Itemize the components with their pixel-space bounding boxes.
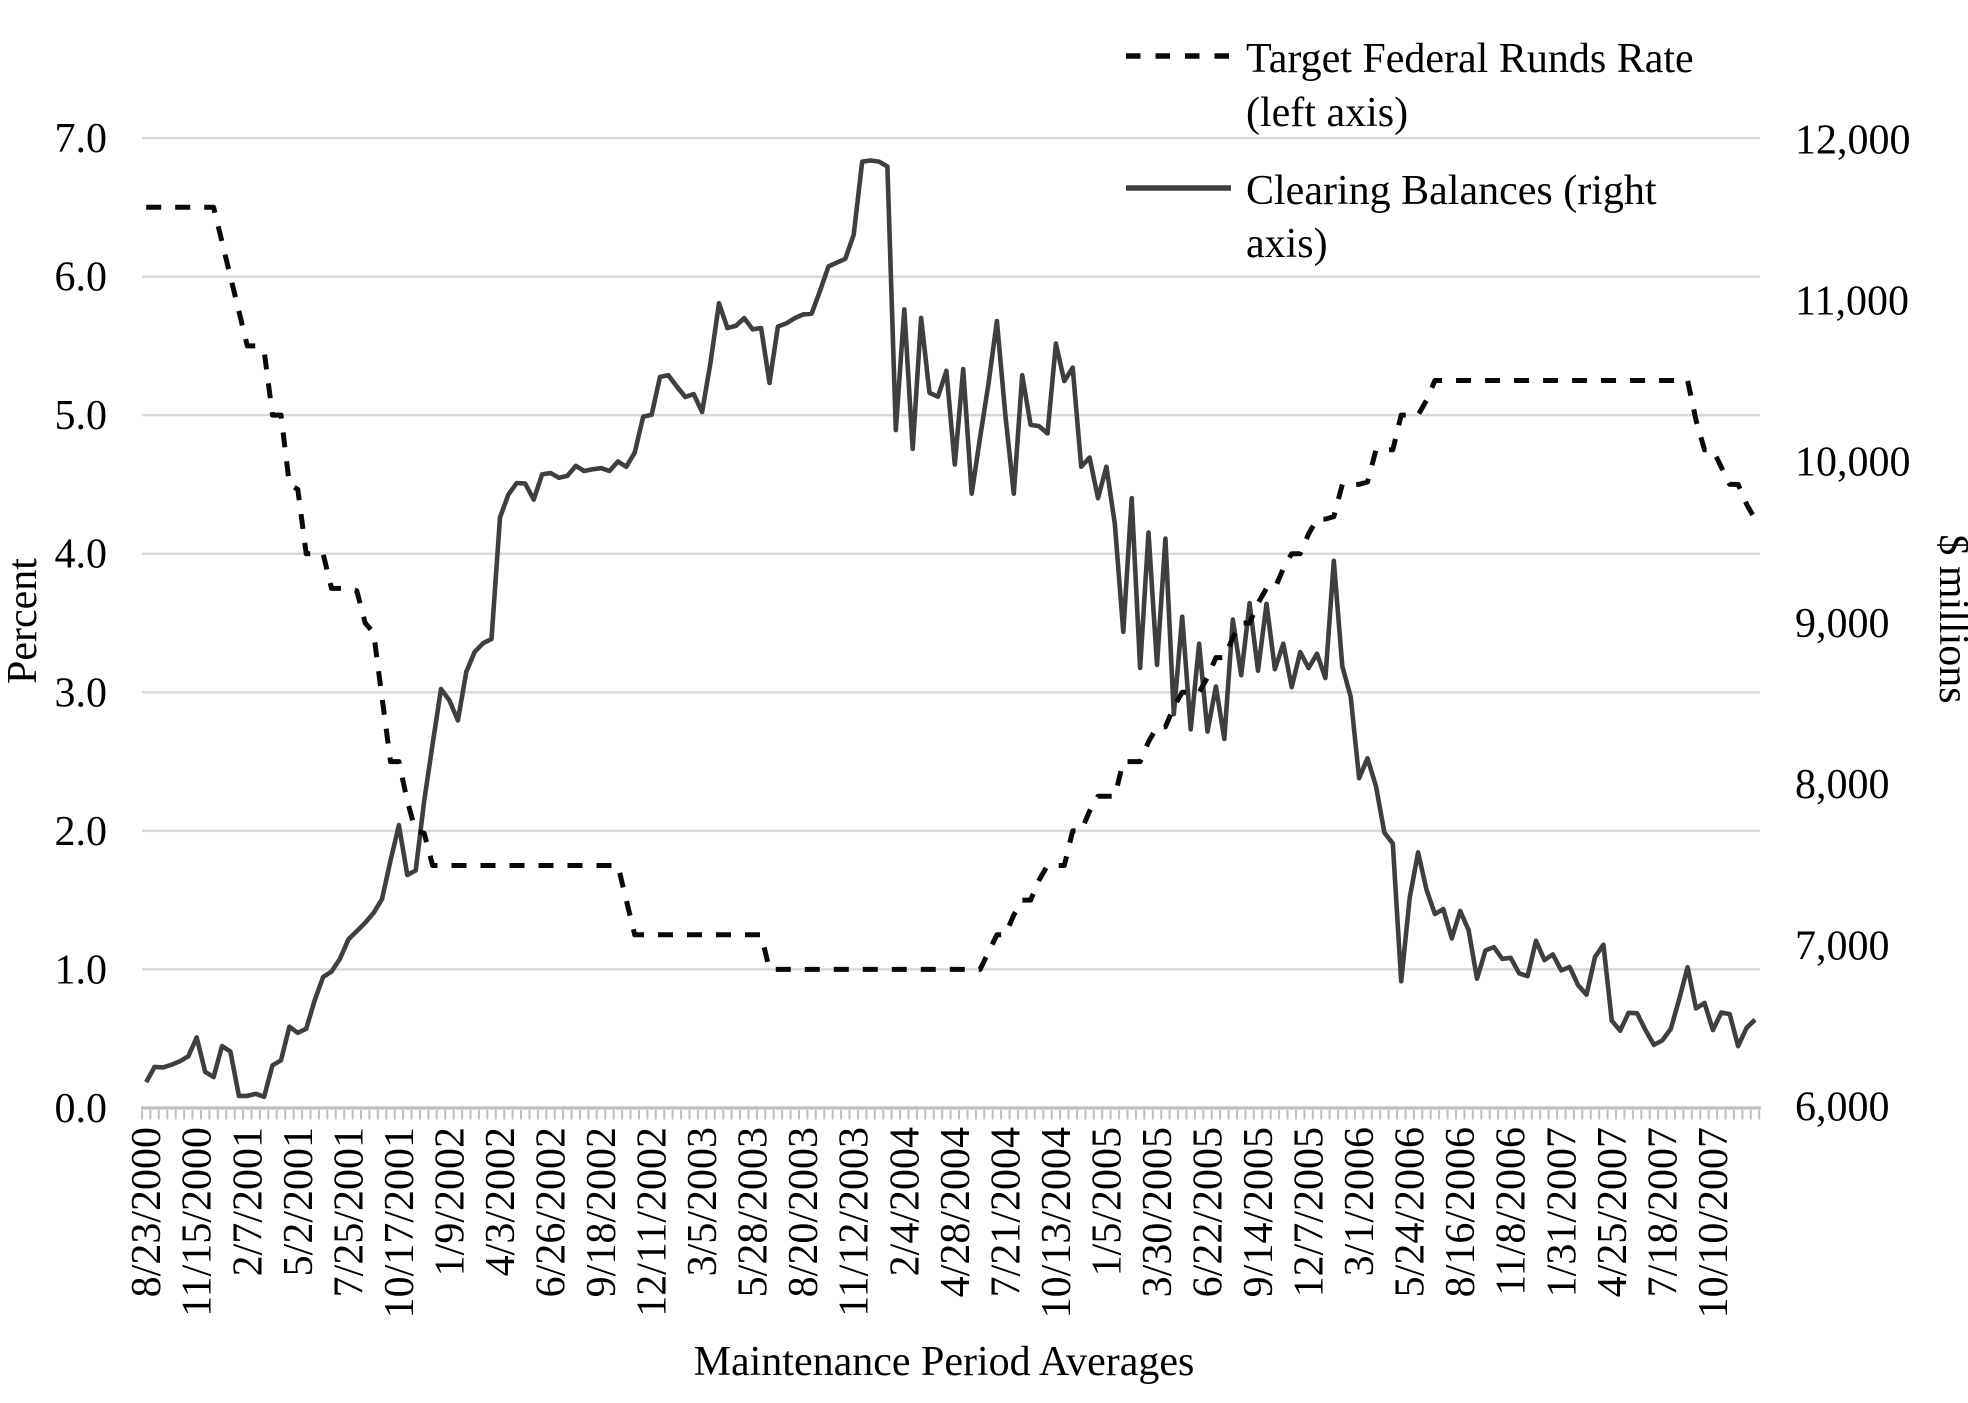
svg-text:1/5/2005: 1/5/2005 [1084, 1127, 1130, 1276]
svg-text:1/31/2007: 1/31/2007 [1539, 1127, 1585, 1297]
svg-text:7/21/2004: 7/21/2004 [983, 1127, 1029, 1297]
svg-text:3/5/2003: 3/5/2003 [680, 1127, 726, 1276]
svg-text:7/18/2007: 7/18/2007 [1640, 1127, 1686, 1297]
svg-text:9/14/2005: 9/14/2005 [1236, 1127, 1282, 1297]
svg-text:3/1/2006: 3/1/2006 [1337, 1127, 1383, 1276]
svg-text:3/30/2005: 3/30/2005 [1135, 1127, 1181, 1297]
svg-text:(left axis): (left axis) [1246, 90, 1408, 136]
svg-text:10/17/2001: 10/17/2001 [377, 1127, 423, 1318]
svg-text:5.0: 5.0 [55, 393, 108, 439]
svg-text:axis): axis) [1246, 221, 1328, 267]
svg-text:8/16/2006: 8/16/2006 [1438, 1127, 1484, 1297]
svg-text:11/15/2000: 11/15/2000 [175, 1127, 221, 1317]
svg-text:8/20/2003: 8/20/2003 [781, 1127, 827, 1297]
svg-text:6,000: 6,000 [1795, 1085, 1890, 1131]
svg-text:12/7/2005: 12/7/2005 [1287, 1127, 1333, 1297]
svg-text:2.0: 2.0 [55, 809, 108, 855]
svg-text:11/12/2003: 11/12/2003 [832, 1127, 878, 1317]
svg-text:5/2/2001: 5/2/2001 [276, 1127, 322, 1276]
svg-text:11/8/2006: 11/8/2006 [1489, 1127, 1535, 1296]
svg-text:7.0: 7.0 [55, 116, 108, 162]
svg-text:$ millions: $ millions [1930, 534, 1968, 703]
svg-text:10/10/2007: 10/10/2007 [1691, 1127, 1737, 1318]
svg-text:6/22/2005: 6/22/2005 [1186, 1127, 1232, 1297]
svg-text:Percent: Percent [0, 558, 46, 684]
svg-text:2/4/2004: 2/4/2004 [882, 1127, 928, 1276]
svg-text:11,000: 11,000 [1795, 279, 1909, 325]
svg-text:6.0: 6.0 [55, 255, 108, 301]
svg-text:9,000: 9,000 [1795, 601, 1890, 647]
svg-text:10,000: 10,000 [1795, 440, 1911, 486]
svg-text:4/28/2004: 4/28/2004 [933, 1127, 979, 1297]
svg-text:8,000: 8,000 [1795, 762, 1890, 808]
svg-text:0.0: 0.0 [55, 1086, 108, 1132]
svg-text:7/25/2001: 7/25/2001 [326, 1127, 372, 1297]
svg-text:4.0: 4.0 [55, 532, 108, 578]
svg-text:7,000: 7,000 [1795, 923, 1890, 969]
svg-text:4/3/2002: 4/3/2002 [478, 1127, 524, 1276]
svg-text:4/25/2007: 4/25/2007 [1590, 1127, 1636, 1297]
svg-text:1/9/2002: 1/9/2002 [427, 1127, 473, 1276]
svg-text:8/23/2000: 8/23/2000 [124, 1127, 170, 1297]
svg-text:1.0: 1.0 [55, 947, 108, 993]
svg-text:10/13/2004: 10/13/2004 [1034, 1127, 1080, 1318]
svg-text:3.0: 3.0 [55, 670, 108, 716]
svg-text:5/28/2003: 5/28/2003 [731, 1127, 777, 1297]
svg-text:5/24/2006: 5/24/2006 [1388, 1127, 1434, 1297]
svg-text:Clearing Balances (right: Clearing Balances (right [1246, 168, 1657, 214]
svg-text:Target Federal Runds Rate: Target Federal Runds Rate [1246, 36, 1694, 82]
svg-text:9/18/2002: 9/18/2002 [579, 1127, 625, 1297]
svg-text:12/11/2002: 12/11/2002 [630, 1127, 676, 1317]
svg-text:12,000: 12,000 [1795, 117, 1911, 163]
svg-text:2/7/2001: 2/7/2001 [225, 1127, 271, 1276]
svg-text:Maintenance Period Averages: Maintenance Period Averages [694, 1339, 1195, 1385]
svg-text:6/26/2002: 6/26/2002 [529, 1127, 575, 1297]
